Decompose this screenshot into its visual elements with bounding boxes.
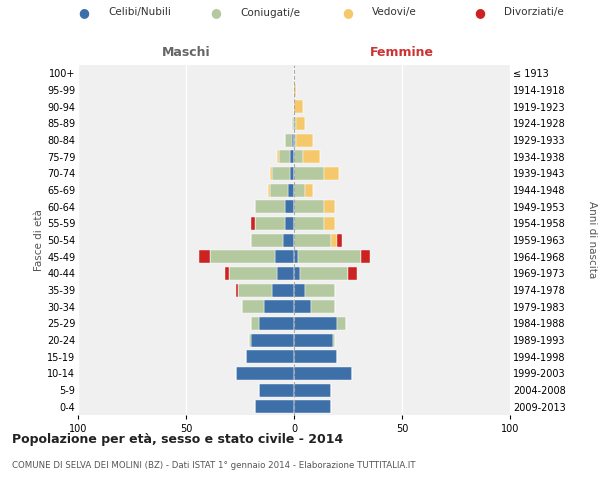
Bar: [277, 267, 294, 280]
Bar: [270, 184, 287, 196]
Bar: [294, 300, 311, 313]
Text: Femmine: Femmine: [370, 46, 434, 59]
Bar: [255, 200, 286, 213]
Bar: [324, 200, 335, 213]
Bar: [292, 134, 294, 146]
Bar: [290, 150, 294, 163]
Bar: [294, 100, 302, 113]
Bar: [242, 300, 264, 313]
Text: Maschi: Maschi: [161, 46, 211, 59]
Bar: [294, 167, 324, 180]
Bar: [311, 300, 335, 313]
Bar: [270, 167, 272, 180]
Bar: [294, 267, 301, 280]
Bar: [251, 334, 294, 346]
Y-axis label: Fasce di età: Fasce di età: [34, 209, 44, 271]
Bar: [199, 250, 210, 263]
Text: ●: ●: [343, 6, 353, 19]
Bar: [333, 334, 335, 346]
Bar: [286, 134, 292, 146]
Bar: [286, 200, 294, 213]
Bar: [251, 234, 283, 246]
Bar: [268, 184, 270, 196]
Text: Popolazione per età, sesso e stato civile - 2014: Popolazione per età, sesso e stato civil…: [12, 432, 343, 446]
Bar: [236, 284, 238, 296]
Bar: [286, 217, 294, 230]
Bar: [251, 317, 259, 330]
Bar: [294, 117, 296, 130]
Text: Anni di nascita: Anni di nascita: [587, 202, 597, 278]
Bar: [272, 284, 294, 296]
Bar: [283, 234, 294, 246]
Bar: [294, 334, 333, 346]
Bar: [294, 84, 296, 96]
Bar: [324, 167, 340, 180]
Bar: [264, 300, 294, 313]
Bar: [210, 250, 275, 263]
Bar: [305, 184, 313, 196]
Bar: [305, 284, 335, 296]
Bar: [272, 167, 290, 180]
Bar: [255, 217, 286, 230]
Bar: [331, 234, 337, 246]
Bar: [287, 184, 294, 196]
Text: Coniugati/e: Coniugati/e: [240, 8, 300, 18]
Text: Divorziati/e: Divorziati/e: [504, 8, 564, 18]
Bar: [294, 317, 337, 330]
Bar: [294, 150, 302, 163]
Bar: [298, 250, 361, 263]
Bar: [301, 267, 348, 280]
Text: Vedovi/e: Vedovi/e: [372, 8, 417, 18]
Bar: [236, 367, 294, 380]
Bar: [302, 150, 320, 163]
Bar: [251, 217, 255, 230]
Text: Celibi/Nubili: Celibi/Nubili: [108, 8, 171, 18]
Bar: [296, 117, 305, 130]
Text: ●: ●: [475, 6, 485, 19]
Bar: [361, 250, 370, 263]
Text: ●: ●: [211, 6, 221, 19]
Bar: [294, 250, 298, 263]
Text: COMUNE DI SELVA DEI MOLINI (BZ) - Dati ISTAT 1° gennaio 2014 - Elaborazione TUTT: COMUNE DI SELVA DEI MOLINI (BZ) - Dati I…: [12, 460, 415, 469]
Bar: [225, 267, 229, 280]
Bar: [248, 334, 251, 346]
Bar: [337, 317, 346, 330]
Bar: [294, 284, 305, 296]
Bar: [275, 250, 294, 263]
Bar: [238, 284, 272, 296]
Text: ●: ●: [79, 6, 89, 19]
Bar: [324, 217, 335, 230]
Bar: [255, 400, 294, 413]
Bar: [294, 367, 352, 380]
Bar: [229, 267, 277, 280]
Bar: [296, 134, 313, 146]
Bar: [294, 234, 331, 246]
Bar: [294, 384, 331, 396]
Bar: [294, 200, 324, 213]
Bar: [294, 400, 331, 413]
Bar: [279, 150, 290, 163]
Bar: [294, 217, 324, 230]
Bar: [348, 267, 356, 280]
Bar: [294, 134, 296, 146]
Bar: [259, 317, 294, 330]
Bar: [259, 384, 294, 396]
Bar: [290, 167, 294, 180]
Bar: [277, 150, 279, 163]
Bar: [247, 350, 294, 363]
Bar: [294, 350, 337, 363]
Bar: [294, 184, 305, 196]
Bar: [292, 117, 294, 130]
Bar: [337, 234, 341, 246]
